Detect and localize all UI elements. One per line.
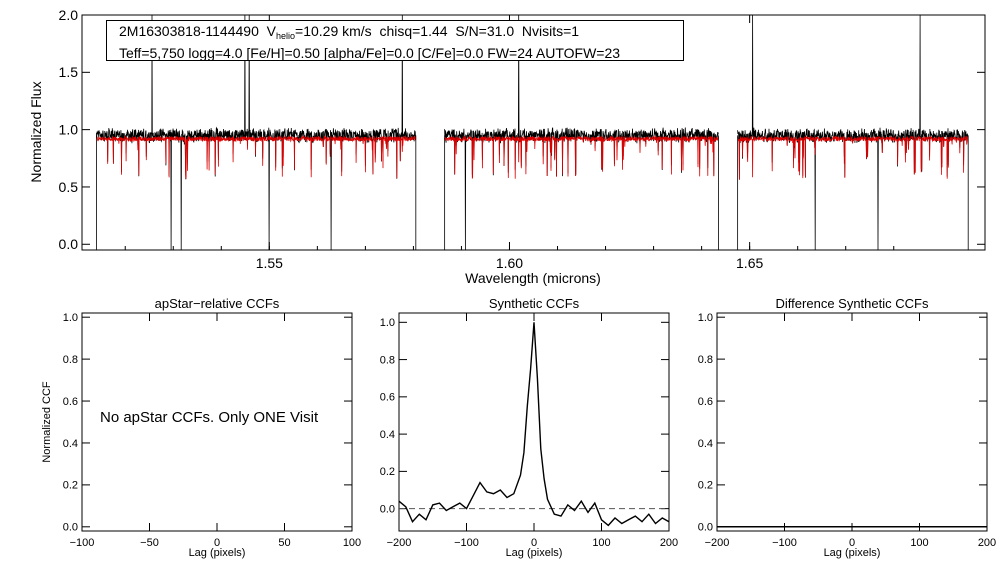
x-tick-label: 200 <box>978 537 996 549</box>
x-tick-label: 50 <box>278 537 290 549</box>
apstar-plot: −100 −50 0 50 100 0.0 0.2 0.4 0.6 0.8 1.0 <box>63 312 361 549</box>
synthetic-ccf-line <box>398 322 670 527</box>
y-tick-label: 1.5 <box>59 64 79 80</box>
y-tick-label: 0.6 <box>698 396 713 408</box>
y-tick-label: 0.5 <box>59 179 79 195</box>
observed-spectrum-chip-3 <box>737 14 969 251</box>
apstar-plot-frame <box>81 312 353 532</box>
x-tick-label: −200 <box>387 537 412 549</box>
x-tick-label: 0 <box>849 537 855 549</box>
y-tick-label: 0.2 <box>63 480 78 492</box>
spectrum-ylabel: Normalized Flux <box>28 81 44 182</box>
x-tick-label: 200 <box>660 537 678 549</box>
y-tick-label: 0.0 <box>380 503 395 515</box>
y-tick-label: 1.0 <box>380 317 395 329</box>
x-tick-label: 1.65 <box>736 255 763 271</box>
model-spectrum-chip-3 <box>737 135 969 180</box>
y-tick-label: 0.6 <box>63 396 78 408</box>
x-tick-label: −100 <box>70 537 95 549</box>
y-tick-label: 0.8 <box>380 354 395 366</box>
x-tick-label: 100 <box>910 537 928 549</box>
x-tick-label: 100 <box>343 537 361 549</box>
synthetic-plot: −200 −100 0 100 200 0.0 0.2 0.4 0.6 0.8 1.0 <box>380 313 678 549</box>
y-tick-label: 0.0 <box>698 522 713 534</box>
y-tick-label: 0.4 <box>63 438 78 450</box>
x-tick-label: 1.60 <box>496 255 523 271</box>
spectrum-plot-frame <box>81 14 986 251</box>
difference-plot-frame <box>716 312 988 532</box>
synthetic-plot-frame <box>398 312 670 532</box>
y-tick-label: 1.0 <box>698 312 713 324</box>
x-tick-label: 0 <box>531 537 537 549</box>
y-tick-label: 0.4 <box>698 438 713 450</box>
x-tick-label: 0 <box>214 537 220 549</box>
y-tick-label: 0.2 <box>380 466 395 478</box>
y-tick-label: 0.8 <box>698 354 713 366</box>
ccf-ylabel: Normalized CCF <box>41 381 53 463</box>
x-tick-label: −50 <box>140 537 159 549</box>
model-spectrum-chip-2 <box>444 135 719 179</box>
y-tick-label: 2.0 <box>59 7 79 23</box>
y-tick-label: 0.0 <box>63 522 78 534</box>
y-tick-label: 0.4 <box>380 429 395 441</box>
x-tick-label: −200 <box>705 537 730 549</box>
y-tick-label: 0.2 <box>698 480 713 492</box>
model-spectrum-chip-1 <box>96 134 417 179</box>
observed-spectrum-chip-1 <box>96 14 417 251</box>
x-tick-label: −100 <box>454 537 479 549</box>
y-tick-label: 0.8 <box>63 354 78 366</box>
x-tick-label: 100 <box>592 537 610 549</box>
spectrum-plot: 1.55 1.60 1.65 0.0 0.5 1.0 1.5 2.0 <box>59 7 985 271</box>
x-tick-label: −100 <box>772 537 797 549</box>
y-tick-label: 1.0 <box>59 122 79 138</box>
difference-plot: −200 −100 0 100 200 0.0 0.2 0.4 0.6 0.8 1.0 <box>698 312 996 549</box>
y-tick-label: 0.6 <box>380 392 395 404</box>
y-tick-label: 0.0 <box>59 236 79 252</box>
x-tick-label: 1.55 <box>256 255 283 271</box>
y-tick-label: 1.0 <box>63 312 78 324</box>
observed-spectrum-chip-2 <box>444 14 719 251</box>
